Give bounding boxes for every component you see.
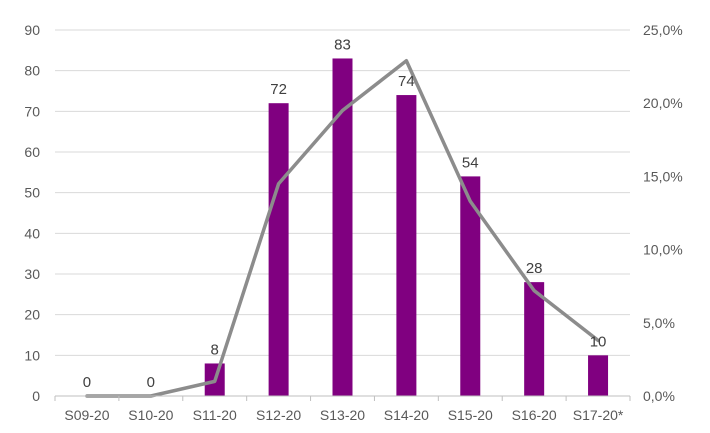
line-series bbox=[85, 58, 600, 398]
bar bbox=[332, 58, 353, 396]
x-axis: S09-20 S10-20 S11-20 S12-20 S13-20 S14-20 S15-… bbox=[54, 395, 631, 423]
bar bbox=[396, 95, 417, 397]
x-tick-label: S11-20 bbox=[193, 407, 237, 423]
line-path bbox=[85, 58, 600, 398]
x-tick-label: S09-20 bbox=[64, 407, 109, 423]
bar-data-label: 83 bbox=[334, 36, 351, 53]
y-left-tick-label: 60 bbox=[24, 144, 40, 160]
y-left-tick-label: 80 bbox=[24, 63, 40, 79]
bar-data-label: 0 bbox=[83, 374, 91, 391]
x-tick-label: S14-20 bbox=[384, 407, 429, 423]
x-tick-label: S10-20 bbox=[128, 407, 173, 423]
y-left-tick-label: 50 bbox=[24, 185, 40, 201]
bar bbox=[588, 355, 609, 396]
bar bbox=[460, 176, 481, 396]
y-left-tick-label: 10 bbox=[24, 347, 40, 363]
x-tick-label: S16-20 bbox=[512, 407, 557, 423]
bar-series bbox=[204, 58, 609, 397]
data-labels: 0 0 8 72 83 74 54 28 10 bbox=[83, 36, 607, 391]
y-right-tick-label: 0,0% bbox=[643, 388, 675, 404]
x-tick-label: S17-20* bbox=[573, 407, 624, 423]
y-axis-right: 0,0% 5,0% 10,0% 15,0% 20,0% 25,0% bbox=[643, 22, 683, 404]
x-tick-label: S12-20 bbox=[256, 407, 301, 423]
x-tick-label: S15-20 bbox=[448, 407, 493, 423]
y-right-tick-label: 15,0% bbox=[643, 168, 683, 184]
y-right-tick-label: 20,0% bbox=[643, 95, 683, 111]
y-right-tick-label: 10,0% bbox=[643, 242, 683, 258]
y-left-tick-label: 0 bbox=[32, 388, 40, 404]
y-left-tick-label: 40 bbox=[24, 225, 40, 241]
bar-data-label: 0 bbox=[147, 374, 155, 391]
x-tick-label: S13-20 bbox=[320, 407, 365, 423]
bar bbox=[268, 103, 289, 396]
bar-data-label: 72 bbox=[270, 81, 287, 98]
y-left-tick-label: 30 bbox=[24, 266, 40, 282]
bar-data-label: 28 bbox=[526, 260, 543, 277]
y-right-tick-label: 5,0% bbox=[643, 315, 675, 331]
bar-data-label: 8 bbox=[211, 341, 219, 358]
bar-data-label: 74 bbox=[398, 73, 415, 90]
y-left-tick-label: 20 bbox=[24, 307, 40, 323]
bar-data-label: 10 bbox=[590, 333, 607, 350]
y-right-tick-label: 25,0% bbox=[643, 22, 683, 38]
bar bbox=[524, 282, 545, 396]
y-left-tick-label: 90 bbox=[24, 22, 40, 38]
y-left-tick-label: 70 bbox=[24, 103, 40, 119]
bar-data-label: 54 bbox=[462, 154, 479, 171]
y-axis-left: 0 10 20 30 40 50 60 70 80 90 bbox=[24, 22, 40, 404]
